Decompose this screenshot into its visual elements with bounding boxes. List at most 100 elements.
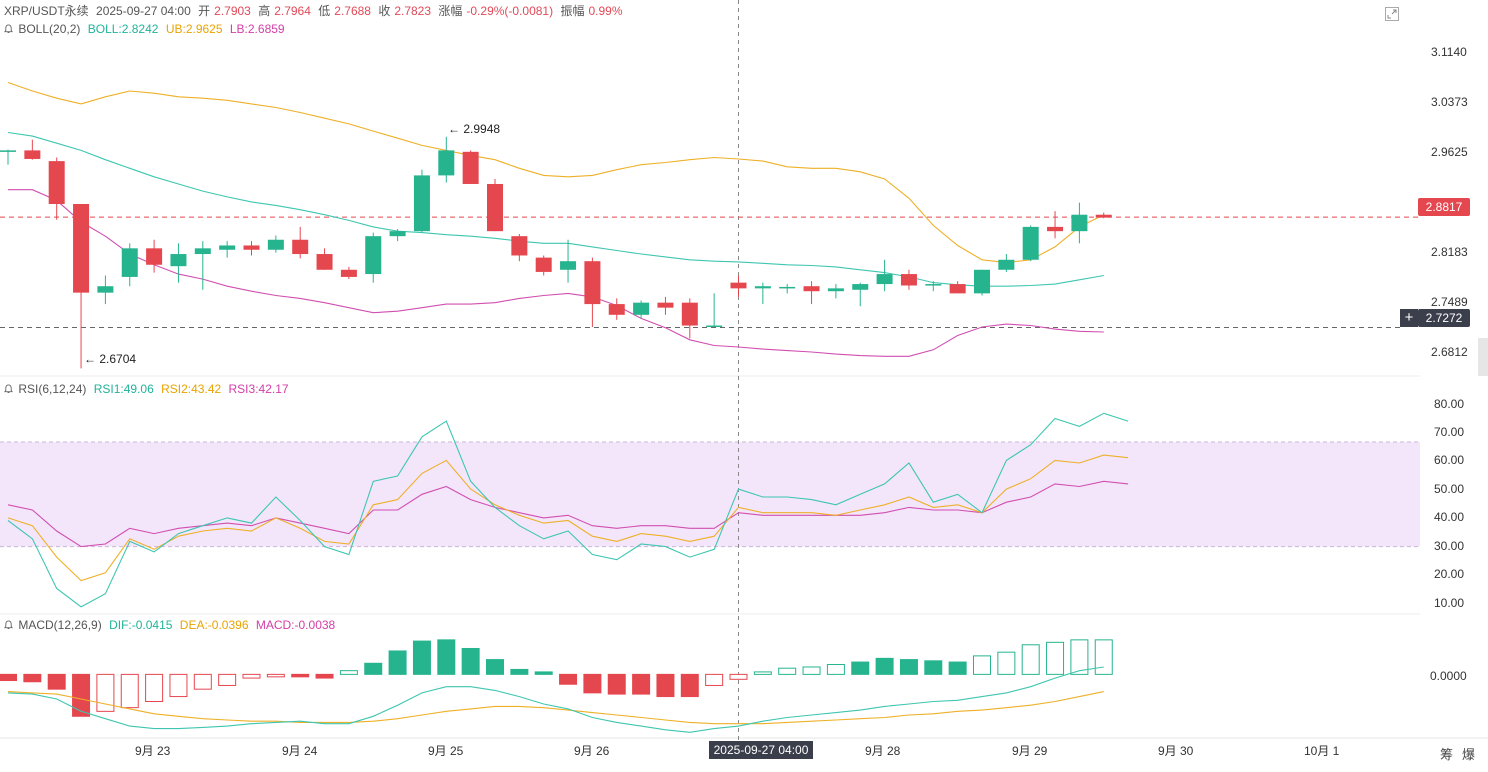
macd-bar xyxy=(656,673,675,698)
candle-body xyxy=(48,161,65,204)
x-tick: 10月 1 xyxy=(1304,744,1340,758)
macd-bar xyxy=(388,650,407,675)
rsi-tick: 20.00 xyxy=(1434,567,1465,581)
low-marker-value: 2.6704 xyxy=(99,352,137,366)
x-tick: 9月 26 xyxy=(574,744,610,758)
macd-value: MACD:-0.0038 xyxy=(255,618,336,632)
candle-body xyxy=(925,284,942,286)
rsi2-value: RSI2:43.42 xyxy=(161,382,222,396)
macd-bar xyxy=(461,647,480,675)
rsi-tick: 70.00 xyxy=(1434,425,1465,439)
macd-bar xyxy=(145,673,164,702)
price-tick: 3.0373 xyxy=(1431,95,1468,109)
macd-bar xyxy=(607,673,626,695)
candle-body xyxy=(949,284,966,294)
high-marker-value: 2.9948 xyxy=(463,122,501,136)
last-price-tag: 2.8817 xyxy=(1418,198,1470,216)
candle-body xyxy=(413,175,430,232)
liquidation-button[interactable]: 爆 xyxy=(1462,747,1476,762)
macd-bar xyxy=(875,657,894,675)
candle-body xyxy=(974,269,990,294)
candle-body xyxy=(389,231,406,237)
rsi-tick: 80.00 xyxy=(1434,397,1465,411)
macd-tick: 0.0000 xyxy=(1430,669,1467,683)
boll-mid-line xyxy=(7,131,1104,287)
candle-body xyxy=(0,150,16,152)
macd-bar xyxy=(266,673,285,678)
candle-body xyxy=(24,150,41,159)
open-label: 开 xyxy=(198,4,211,18)
add-alert-button[interactable]: + xyxy=(1400,309,1418,327)
candle-body xyxy=(340,269,357,277)
bell-icon[interactable] xyxy=(4,620,13,630)
low-value: 2.7688 xyxy=(334,4,371,18)
low-label: 低 xyxy=(318,4,331,18)
side-panel-toggle[interactable] xyxy=(1478,338,1488,376)
macd-bar xyxy=(364,662,383,675)
macd-bar xyxy=(583,673,602,694)
bell-icon[interactable] xyxy=(4,24,13,34)
candle-body xyxy=(438,150,455,176)
rsi-tick: 30.00 xyxy=(1434,539,1465,553)
macd-bar xyxy=(437,639,456,675)
bell-icon[interactable] xyxy=(4,384,13,394)
macd-bar xyxy=(315,673,334,679)
macd-bar xyxy=(412,640,431,675)
ohlc-header: XRP/USDT永续 2025-09-27 04:00 开 2.7903 高 2.7… xyxy=(4,4,627,18)
chips-button[interactable]: 筹 xyxy=(1440,747,1454,762)
macd-bar xyxy=(96,673,115,712)
boll-label: BOLL(20,2) xyxy=(18,22,81,36)
macd-dif-value: DIF:-0.0415 xyxy=(109,618,173,632)
macd-bar xyxy=(753,671,772,675)
macd-bar xyxy=(802,666,821,675)
candle-body xyxy=(365,236,382,275)
candle-body xyxy=(170,254,187,267)
candle-body xyxy=(219,245,236,250)
candle-body xyxy=(462,151,479,184)
x-tick: 9月 24 xyxy=(282,744,318,758)
rsi-tick: 50.00 xyxy=(1434,482,1465,496)
high-value: 2.7964 xyxy=(274,4,311,18)
candle-body xyxy=(73,204,90,293)
candle-body xyxy=(730,282,747,289)
macd-dif-line xyxy=(7,666,1104,733)
macd-bar xyxy=(120,673,139,709)
x-tick: 9月 23 xyxy=(135,744,171,758)
macd-bar xyxy=(680,673,699,698)
macd-bar xyxy=(1094,639,1113,675)
rsi2-line xyxy=(7,454,1129,582)
candle-body xyxy=(633,302,650,315)
candle-body xyxy=(779,286,796,289)
candle-body xyxy=(97,286,114,293)
candle-body xyxy=(121,248,138,277)
open-value: 2.7903 xyxy=(214,4,251,18)
candle-body xyxy=(803,286,820,292)
macd-bar xyxy=(1021,644,1040,675)
price-tick: 2.9625 xyxy=(1431,145,1468,159)
candle-body xyxy=(146,248,163,265)
candle-body xyxy=(706,325,723,328)
low-marker: ← 2.6704 xyxy=(84,352,137,366)
x-tick: 9月 30 xyxy=(1158,744,1194,758)
boll-upper-line xyxy=(7,81,1105,264)
macd-bar xyxy=(778,667,797,675)
boll-legend[interactable]: BOLL(20,2) BOLL:2.8242 UB:2.9625 LB:2.68… xyxy=(4,22,289,36)
macd-legend[interactable]: MACD(12,26,9) DIF:-0.0415 DEA:-0.0396 MA… xyxy=(4,618,339,632)
price-tick: 2.6812 xyxy=(1431,345,1468,359)
rsi1-value: RSI1:49.06 xyxy=(93,382,154,396)
macd-bar xyxy=(486,659,504,675)
macd-bar xyxy=(510,668,529,675)
candle-body xyxy=(876,274,893,285)
macd-bar xyxy=(705,673,724,686)
rsi3-line xyxy=(7,480,1129,548)
candle-body xyxy=(487,183,503,232)
candle-body xyxy=(754,286,771,289)
amplitude-value: 0.99% xyxy=(588,4,623,18)
macd-bar xyxy=(997,651,1016,675)
candle-body xyxy=(535,257,552,272)
high-label: 高 xyxy=(258,4,271,18)
expand-icon[interactable] xyxy=(1384,6,1400,22)
rsi-legend[interactable]: RSI(6,12,24) RSI1:49.06 RSI2:43.42 RSI3:… xyxy=(4,382,293,396)
macd-bar xyxy=(924,660,943,675)
